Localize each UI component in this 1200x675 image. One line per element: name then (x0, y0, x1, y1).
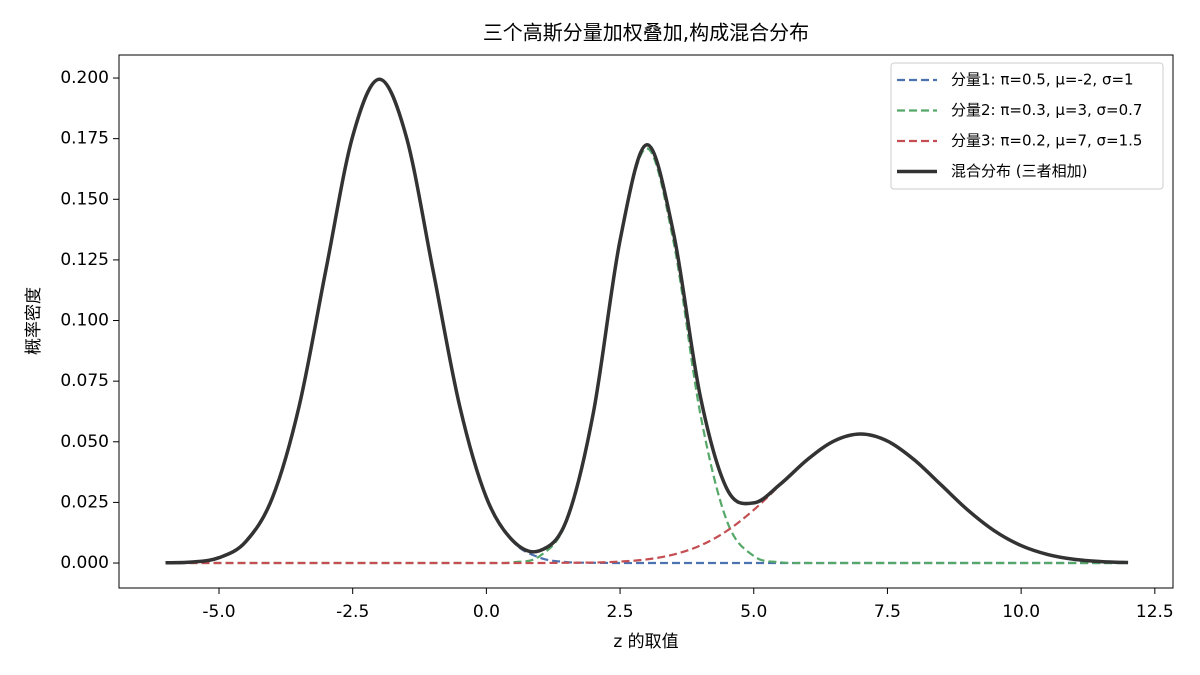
plot-frame (118, 54, 1174, 589)
y-tick-label: 0.200 (60, 68, 109, 88)
x-tick-label: 0.0 (473, 602, 500, 622)
legend-label: 分量1: π=0.5, μ=-2, σ=1 (951, 71, 1134, 89)
x-tick-label: -5.0 (202, 602, 235, 622)
y-tick-label: 0.100 (60, 311, 109, 331)
y-tick-label: 0.050 (60, 432, 109, 452)
x-tick-label: 7.5 (874, 602, 901, 622)
x-tick-label: 10.0 (1002, 602, 1040, 622)
y-tick-label: 0.025 (60, 492, 109, 512)
legend-box (890, 62, 1164, 190)
x-axis-label: z 的取值 (613, 632, 678, 652)
y-tick-label: 0.175 (60, 129, 109, 149)
x-tick-label: 2.5 (607, 602, 634, 622)
y-tick-label: 0.150 (60, 189, 109, 209)
x-tick-label: 12.5 (1136, 602, 1174, 622)
x-tick-label: 5.0 (740, 602, 767, 622)
legend-label: 分量2: π=0.3, μ=3, σ=0.7 (951, 101, 1142, 119)
y-tick-label: 0.125 (60, 250, 109, 270)
x-tick-label: -2.5 (336, 602, 369, 622)
legend-label: 分量3: π=0.2, μ=7, σ=1.5 (951, 132, 1142, 150)
series-line (165, 77, 1129, 565)
chart-title: 三个高斯分量加权叠加,构成混合分布 (483, 21, 809, 45)
y-axis-label: 概率密度 (24, 287, 44, 355)
y-tick-label: 0.075 (60, 371, 109, 391)
legend-label: 混合分布 (三者相加) (951, 162, 1087, 180)
y-tick-label: 0.000 (60, 553, 109, 573)
